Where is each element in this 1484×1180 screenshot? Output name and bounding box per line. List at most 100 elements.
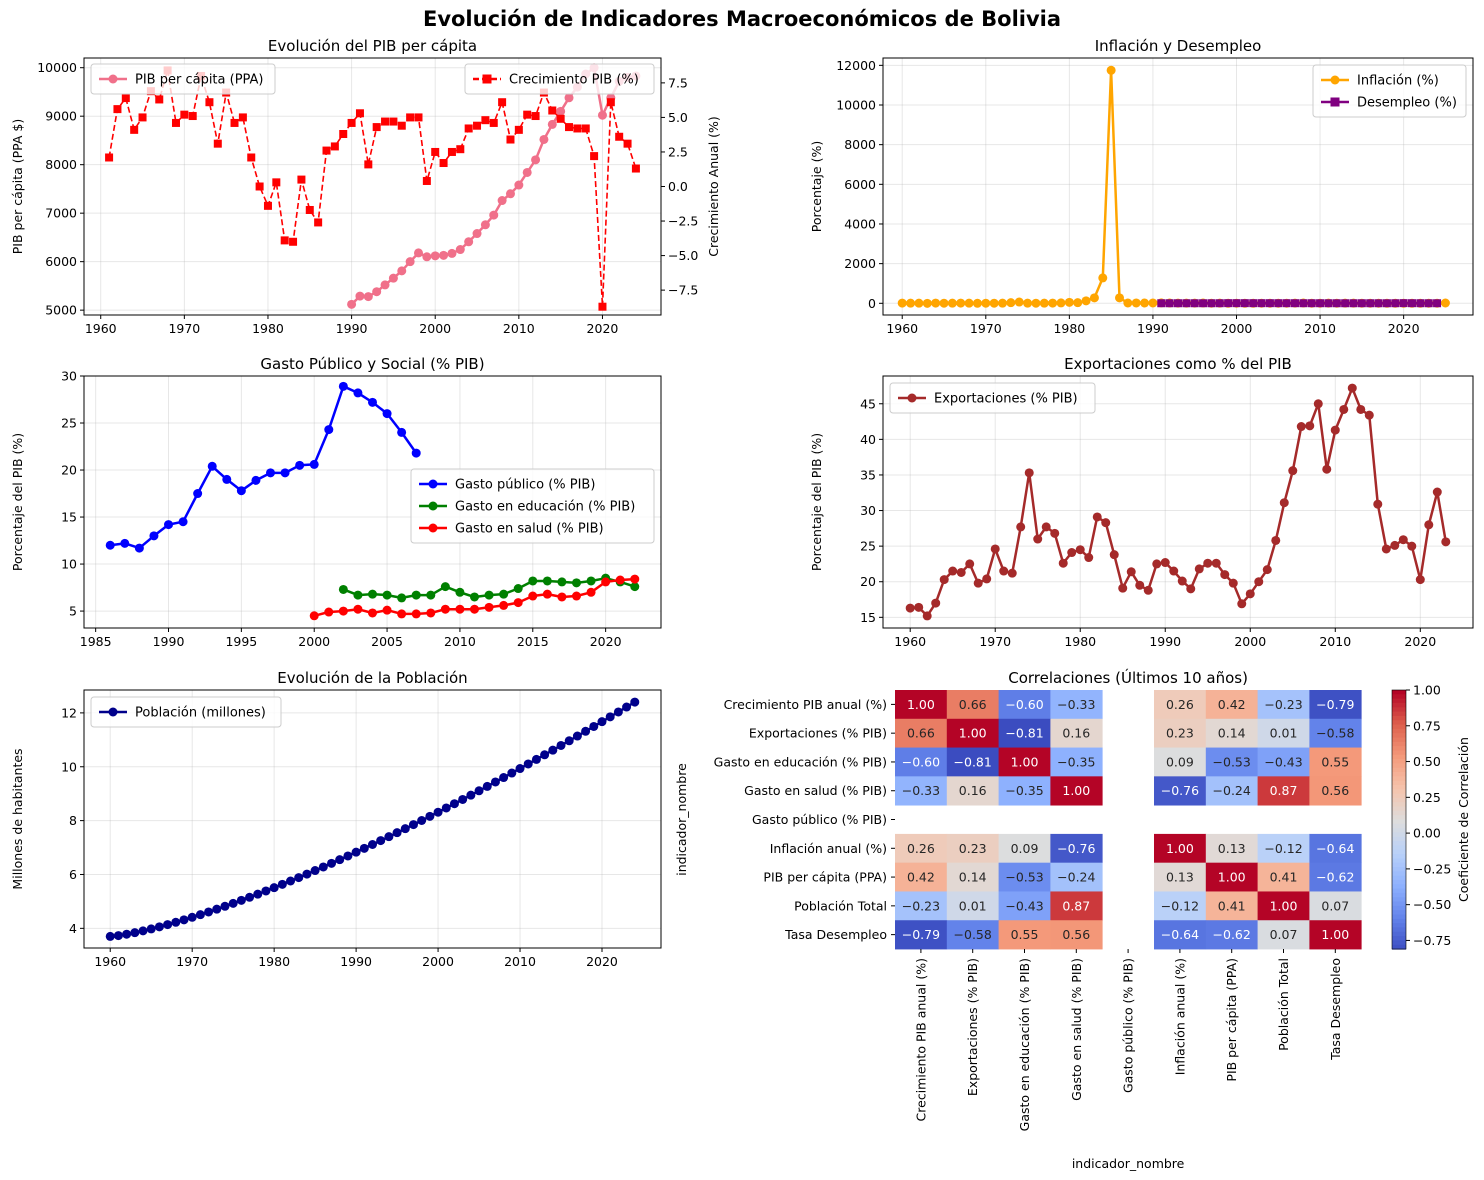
data-point <box>1186 584 1196 594</box>
data-point <box>286 876 296 886</box>
y-tick-label: 2000 <box>844 256 876 271</box>
colorbar-segment <box>1392 879 1406 885</box>
heatmap-cell <box>895 747 948 777</box>
colorbar-segment <box>1392 931 1406 937</box>
legend-marker <box>108 74 118 84</box>
data-point <box>440 604 450 614</box>
heatmap-cell <box>1205 862 1258 892</box>
x-tick-label: 2000 <box>422 954 454 969</box>
heatmap-cell <box>1257 920 1310 950</box>
heatmap-cell-label: 0.41 <box>1218 898 1246 913</box>
col-label: Población Total <box>1276 958 1291 1051</box>
data-point <box>368 397 377 407</box>
heatmap-cell-label: 0.41 <box>1270 870 1298 885</box>
data-point <box>1416 299 1425 308</box>
heatmap-cell <box>1309 891 1362 921</box>
data-point <box>542 576 552 586</box>
data-point <box>481 116 490 125</box>
data-point <box>430 251 440 261</box>
colorbar-segment <box>1392 944 1406 950</box>
heatmap-cell <box>1257 776 1310 806</box>
heatmap-cell-label: 0.87 <box>1270 783 1298 798</box>
x-tick-label: 1960 <box>94 954 126 969</box>
data-point <box>351 847 361 857</box>
data-point <box>1245 589 1255 599</box>
y-right-tick-label: −5.0 <box>668 248 698 263</box>
data-point <box>597 717 607 727</box>
colorbar-segment <box>1392 901 1406 907</box>
data-point <box>1398 535 1408 545</box>
data-point <box>490 777 500 787</box>
data-point <box>1341 299 1350 308</box>
data-point <box>204 907 214 917</box>
colorbar-segment <box>1392 892 1406 898</box>
heatmap-cell <box>1154 862 1207 892</box>
chart-title: Evolución de la Población <box>277 669 467 687</box>
colorbar-segment <box>1392 806 1406 812</box>
data-point <box>305 205 314 214</box>
data-point <box>1407 541 1417 551</box>
data-point <box>280 236 289 245</box>
heatmap-cell-label: −0.81 <box>954 754 992 769</box>
x-tick-label: 1960 <box>894 634 926 649</box>
data-point <box>1433 299 1442 308</box>
row-label: Población Total <box>794 898 887 913</box>
colorbar-segment <box>1392 720 1406 726</box>
data-point <box>411 609 421 619</box>
heatmap-cell <box>1205 891 1258 921</box>
data-point <box>1157 299 1166 308</box>
x-tick-label: 1980 <box>252 321 284 336</box>
heatmap-cell-label: −0.60 <box>902 754 940 769</box>
data-point <box>1399 299 1408 308</box>
data-point <box>939 575 949 585</box>
data-point <box>1084 553 1094 563</box>
data-point <box>906 298 916 308</box>
colorbar-segment <box>1392 741 1406 747</box>
data-point <box>406 113 415 122</box>
data-point <box>105 153 114 162</box>
data-point <box>981 298 991 308</box>
data-point <box>1039 298 1049 308</box>
data-point <box>456 145 465 154</box>
heatmap-cell <box>946 690 999 720</box>
heatmap-cell <box>1154 690 1207 720</box>
data-point <box>1424 299 1433 308</box>
heatmap-cell-label: 0.07 <box>1270 927 1298 942</box>
data-point <box>1432 487 1442 497</box>
data-point <box>630 697 640 707</box>
colorbar-segment <box>1392 772 1406 777</box>
heatmap-cell-label: 1.00 <box>1270 898 1298 913</box>
data-point <box>1290 299 1299 308</box>
colorbar-segment <box>1392 715 1406 721</box>
data-point <box>1271 535 1281 545</box>
data-point <box>149 531 159 541</box>
data-point <box>1296 422 1306 432</box>
heatmap-cell-label: 1.00 <box>907 697 935 712</box>
data-point <box>413 248 423 258</box>
x-tick-label: 1980 <box>1064 634 1096 649</box>
data-point <box>314 218 323 227</box>
data-point <box>439 159 448 168</box>
y-tick-label: 35 <box>860 467 876 482</box>
data-point <box>1349 299 1358 308</box>
y-axis-label: Millones de habitantes <box>10 748 25 889</box>
heatmap-cell <box>1257 891 1310 921</box>
data-point <box>513 584 523 594</box>
data-point <box>353 590 363 600</box>
series-line <box>110 385 418 550</box>
heatmap-cell <box>1309 747 1362 777</box>
data-point <box>397 266 407 276</box>
data-point <box>473 121 482 130</box>
col-label: Crecimiento PIB anual (%) <box>913 958 928 1121</box>
data-point <box>1215 299 1224 308</box>
data-point <box>1262 565 1272 575</box>
x-tick-label: 1990 <box>1149 634 1181 649</box>
data-point <box>601 577 611 587</box>
heatmap-cell <box>1050 920 1103 950</box>
data-point <box>263 201 272 210</box>
x-tick-label: 2000 <box>1221 321 1253 336</box>
row-label: Gasto público (% PIB) <box>752 812 887 827</box>
heatmap-cell-label: 0.66 <box>959 697 987 712</box>
data-point <box>146 924 156 934</box>
